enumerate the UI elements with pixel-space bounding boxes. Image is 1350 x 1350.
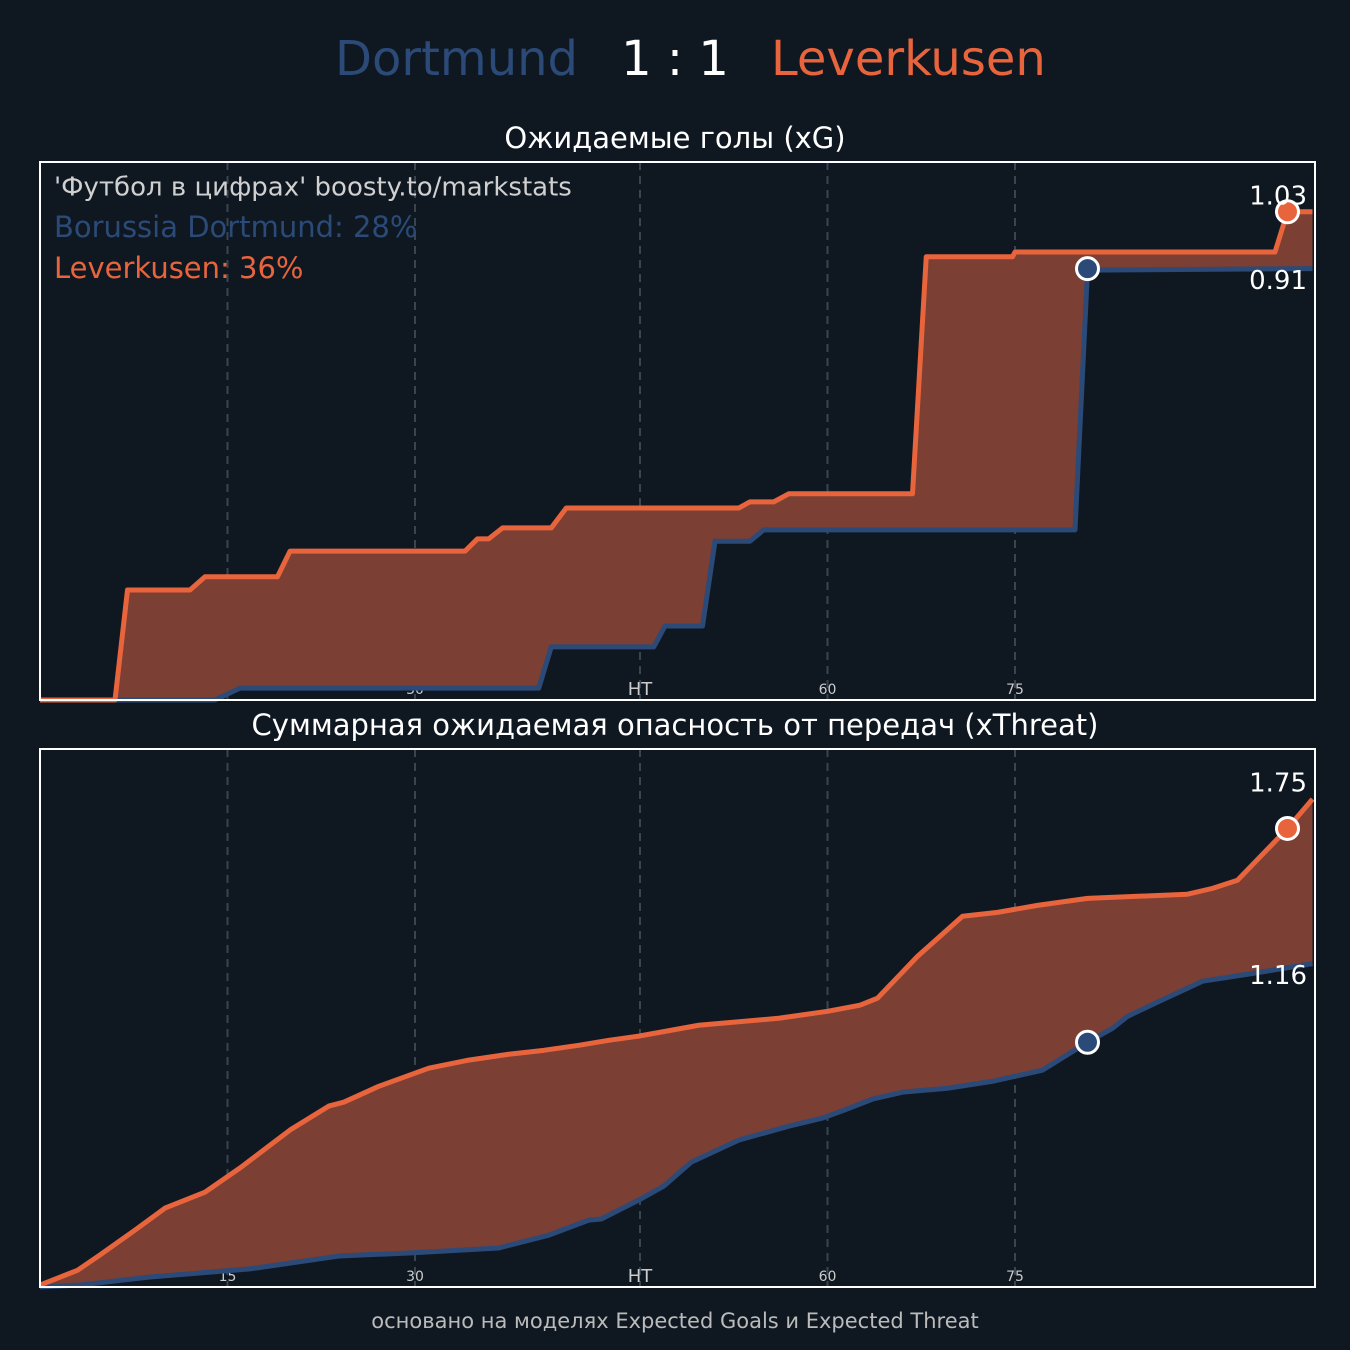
away-team: Leverkusen [771,31,1046,87]
end-value-label: 0.91 [1249,266,1307,296]
series-line [39,961,1313,1290]
home-team: Dortmund [335,31,578,87]
x-tick-label: HT [628,1266,654,1287]
plot-frame [39,161,1316,701]
x-tick-label: 75 [1006,1269,1024,1285]
end-value-label: 1.75 [1249,769,1307,799]
end-value-label: 1.16 [1249,961,1307,991]
plot-frame [39,748,1316,1288]
x-tick-label: 60 [819,682,837,698]
goal-marker [1075,1029,1100,1055]
x-tick-label: 60 [819,1269,837,1285]
end-value-label: 1.03 [1249,181,1307,211]
series-line [39,797,1315,1288]
chart-title: Суммарная ожидаемая опасность от передач… [252,708,1099,742]
annotation: Leverkusen: 36% [54,251,303,285]
area-between [40,799,1313,1287]
goal-marker [1275,815,1300,841]
footnote: основано на моделях Expected Goals и Exp… [371,1309,978,1333]
goal-marker [1075,256,1100,282]
series-line [40,266,1313,703]
area-between [40,211,1313,700]
x-tick-label: 30 [406,1269,424,1285]
annotation: Borussia Dortmund: 28% [54,210,417,244]
x-tick-label: 75 [1006,682,1024,698]
goal-marker [1275,199,1300,225]
series-line [40,209,1313,703]
score: 1 : 1 [621,31,729,87]
chart-title: Ожидаемые голы (xG) [504,121,845,155]
x-tick-label: HT [628,679,654,700]
annotation: 'Футбол в цифрах' boosty.to/markstats [54,173,572,203]
